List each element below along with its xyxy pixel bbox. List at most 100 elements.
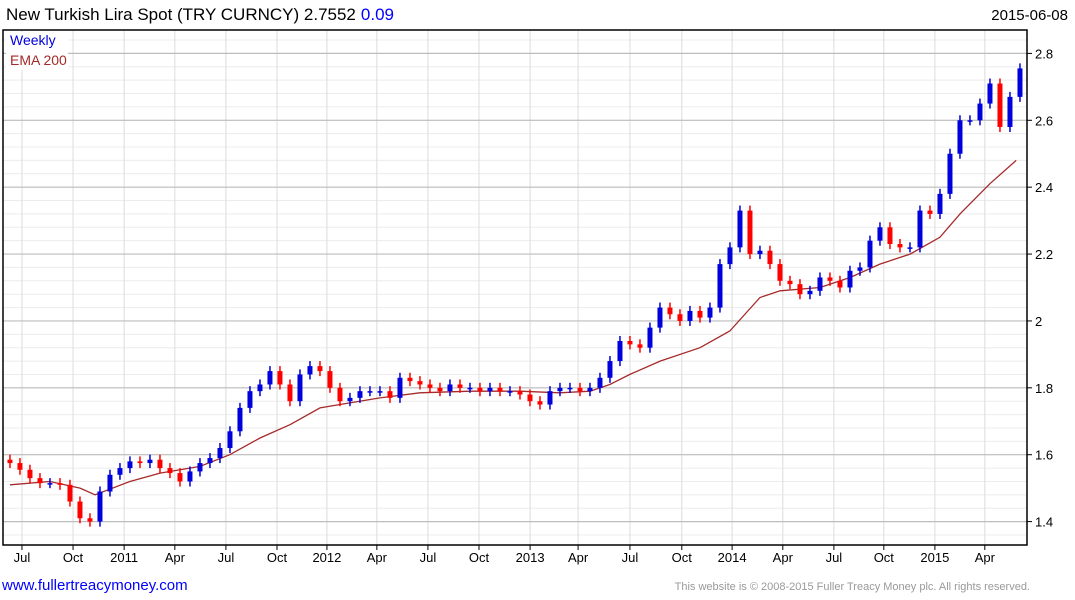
candle-body (707, 307, 713, 318)
candle-body (97, 491, 103, 522)
candle-body (837, 280, 843, 288)
copyright-notice: This website is © 2008-2015 Fuller Treac… (675, 581, 1030, 593)
candle-body (777, 264, 783, 281)
candle (567, 382, 573, 393)
candle-body (977, 103, 983, 121)
candle-body (877, 227, 883, 241)
candle-body (217, 448, 223, 459)
candle-body (267, 371, 273, 385)
candle (537, 396, 543, 410)
y-tick-label: 2 (1035, 314, 1042, 329)
candle (157, 454, 163, 474)
candle (607, 356, 613, 383)
candle (937, 188, 943, 219)
candle-body (917, 210, 923, 248)
candles-layer (7, 63, 1023, 527)
candle (707, 302, 713, 323)
candle-body (587, 387, 593, 392)
candle-body (247, 391, 253, 408)
y-tick-label: 1.8 (1035, 381, 1053, 396)
candle (57, 478, 63, 490)
legend-background (6, 32, 68, 70)
candle (257, 379, 263, 397)
candle-body (37, 478, 43, 484)
x-tick-label: Apr (367, 550, 388, 565)
candle-body (1017, 68, 1023, 97)
x-tick-label: 2014 (718, 550, 747, 565)
candle (147, 454, 153, 469)
x-tick-label: Oct (672, 550, 693, 565)
price-change: 0.09 (361, 5, 394, 24)
candle (247, 386, 253, 413)
candle-body (357, 391, 363, 398)
candle (337, 382, 343, 407)
candle (557, 382, 563, 397)
candle (97, 486, 103, 527)
candle (387, 386, 393, 403)
x-tick-label: 2013 (516, 550, 545, 565)
candle (277, 366, 283, 390)
legend-weekly: Weekly (10, 32, 56, 48)
candle-body (467, 387, 473, 390)
candle-body (127, 461, 133, 469)
candle (717, 259, 723, 313)
candle (837, 275, 843, 293)
candle-body (997, 83, 1003, 127)
candle-body (87, 518, 93, 522)
candle-body (537, 401, 543, 405)
candle-body (487, 387, 493, 392)
candle-body (767, 250, 773, 265)
candle (1007, 91, 1013, 132)
candle (637, 339, 643, 353)
x-tick-label: Jul (420, 550, 437, 565)
candle-body (147, 459, 153, 464)
candle-body (627, 341, 633, 345)
candle-body (227, 431, 233, 449)
candle (107, 469, 113, 497)
candle (297, 369, 303, 407)
candle (217, 443, 223, 464)
candle (467, 382, 473, 393)
candle (757, 245, 763, 260)
y-tick-label: 2.6 (1035, 113, 1053, 128)
candle-body (577, 387, 583, 392)
x-tick-label: Jul (14, 550, 31, 565)
candle-body (927, 210, 933, 214)
candle (497, 382, 503, 397)
candle-body (847, 270, 853, 288)
candle (777, 259, 783, 286)
candle-body (77, 501, 83, 519)
candle-body (407, 377, 413, 382)
candle-body (527, 394, 533, 402)
candle-body (807, 290, 813, 295)
candle (997, 78, 1003, 132)
y-axis: 2.8 2.6 2.4 2.2 2 1.8 1.6 1.4 (1027, 46, 1053, 530)
candle-body (787, 280, 793, 285)
candle-body (817, 277, 823, 291)
legend-ema: EMA 200 (10, 52, 67, 68)
candle-body (987, 83, 993, 104)
candle (47, 478, 53, 489)
candle-body (697, 310, 703, 318)
candle-body (287, 384, 293, 402)
x-tick-label: Apr (165, 550, 186, 565)
candle (17, 458, 23, 475)
candle (237, 402, 243, 437)
candle (137, 456, 143, 469)
candle (117, 463, 123, 480)
candle (747, 205, 753, 260)
candle (167, 463, 173, 479)
candle (357, 386, 363, 403)
candle-body (177, 473, 183, 482)
candle-body (717, 264, 723, 308)
ema-200-line (9, 159, 1017, 496)
grid (3, 30, 1027, 545)
candle (477, 382, 483, 397)
x-tick-label: Jul (826, 550, 843, 565)
x-tick-label: Oct (874, 550, 895, 565)
candle (977, 98, 983, 126)
candle-body (657, 307, 663, 328)
candle (647, 322, 653, 353)
site-link[interactable]: www.fullertreacymoney.com (1, 577, 188, 594)
candle (927, 205, 933, 219)
